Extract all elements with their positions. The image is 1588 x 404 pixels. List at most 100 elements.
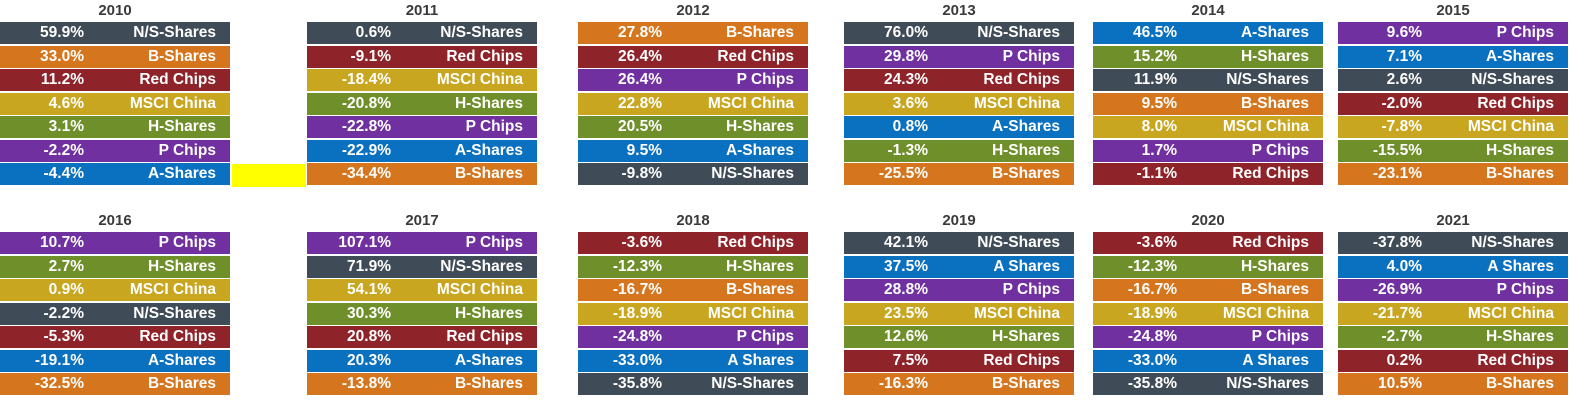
return-value: -35.8%	[1127, 375, 1177, 392]
return-value: 2.7%	[48, 257, 84, 275]
share-class-label: Red Chips	[983, 351, 1060, 369]
year-panel-2020: 2020 -3.6% Red Chips -12.3% H-Shares -16.7% B-…	[1093, 210, 1323, 397]
ranking-row: 30.3% H-Shares	[307, 302, 537, 325]
return-value: -16.7%	[1127, 281, 1177, 298]
panel-year-title: 2015	[1436, 2, 1470, 19]
return-value: -9.8%	[621, 165, 663, 182]
ranking-row: -37.8% N/S-Shares	[1338, 232, 1568, 254]
share-class-label: Red Chips	[139, 328, 216, 345]
return-value: -24.8%	[1127, 328, 1177, 345]
share-class-label: N/S-Shares	[440, 257, 523, 275]
return-value: 28.8%	[884, 281, 928, 298]
ranking-row: -22.8% P Chips	[307, 116, 537, 138]
return-value: -37.8%	[1372, 234, 1422, 251]
share-class-label: H-Shares	[1240, 47, 1309, 65]
ranking-row: 54.1% MSCI China	[307, 279, 537, 301]
share-class-label: MSCI China	[707, 94, 794, 112]
share-class-label: A-Shares	[1240, 24, 1309, 41]
return-value: 0.2%	[1386, 351, 1422, 369]
return-value: 10.7%	[40, 234, 84, 251]
share-class-label: A-Shares	[147, 165, 216, 182]
year-panel-2010: 2010 59.9% N/S-Shares 33.0% B-Shares 11.2% Red…	[0, 0, 230, 187]
ranking-row: -35.8% N/S-Shares	[578, 373, 808, 395]
ranking-row: 11.9% N/S-Shares	[1093, 69, 1323, 91]
share-class-label: P Chips	[736, 71, 794, 88]
ranking-row: 9.5% B-Shares	[1093, 92, 1323, 115]
return-value: 33.0%	[40, 47, 84, 65]
year-panel-2017: 2017 107.1% P Chips 71.9% N/S-Shares 54.1% MSC…	[307, 210, 537, 397]
ranking-row: -24.8% P Chips	[578, 326, 808, 348]
ranking-row: -7.8% MSCI China	[1338, 116, 1568, 138]
ranking-row: -9.8% N/S-Shares	[578, 163, 808, 185]
ranking-row: 7.5% Red Chips	[844, 349, 1074, 372]
share-class-label: H-Shares	[991, 328, 1060, 345]
ranking-row: -18.4% MSCI China	[307, 69, 537, 91]
return-value: -2.7%	[1381, 328, 1423, 345]
ranking-row: 76.0% N/S-Shares	[844, 22, 1074, 44]
return-value: 37.5%	[884, 257, 928, 275]
share-class-label: A Shares	[1242, 351, 1309, 369]
return-value: 26.4%	[618, 71, 662, 88]
panel-year-title: 2014	[1191, 2, 1225, 19]
return-value: -5.3%	[43, 328, 85, 345]
ranking-row: -16.7% B-Shares	[1093, 279, 1323, 301]
share-class-label: MSCI China	[129, 281, 216, 298]
share-class-label: A-Shares	[1485, 47, 1554, 65]
share-class-label: H-Shares	[147, 118, 216, 135]
ranking-row: 20.5% H-Shares	[578, 116, 808, 138]
ranking-row: 0.9% MSCI China	[0, 279, 230, 301]
share-class-label: H-Shares	[725, 257, 794, 275]
ranking-row: 4.0% A Shares	[1338, 255, 1568, 278]
ranking-row: 46.5% A-Shares	[1093, 22, 1323, 44]
return-value: -1.3%	[887, 141, 929, 159]
share-class-label: Red Chips	[1232, 234, 1309, 251]
ranking-row: 24.3% Red Chips	[844, 69, 1074, 91]
share-class-label: N/S-Shares	[1471, 234, 1554, 251]
share-class-label: Red Chips	[446, 47, 523, 65]
return-value: 0.6%	[355, 24, 391, 41]
return-value: -1.1%	[1136, 165, 1178, 182]
share-class-label: P Chips	[158, 234, 216, 251]
return-value: 20.8%	[347, 328, 391, 345]
ranking-row: 0.8% A-Shares	[844, 116, 1074, 138]
return-value: -18.9%	[1127, 304, 1177, 322]
return-value: -2.2%	[43, 141, 85, 159]
return-value: 24.3%	[884, 71, 928, 88]
ranking-row: 26.4% P Chips	[578, 69, 808, 91]
return-value: 12.6%	[884, 328, 928, 345]
share-class-label: A Shares	[1487, 257, 1554, 275]
ranking-row: 9.5% A-Shares	[578, 139, 808, 162]
ranking-row: 26.4% Red Chips	[578, 45, 808, 68]
ranking-row: 107.1% P Chips	[307, 232, 537, 254]
share-class-label: N/S-Shares	[440, 24, 523, 41]
return-value: 23.5%	[884, 304, 928, 322]
ranking-row: -3.6% Red Chips	[578, 232, 808, 254]
share-class-label: B-Shares	[991, 165, 1060, 182]
ranking-row: 3.6% MSCI China	[844, 92, 1074, 115]
ranking-row: -1.3% H-Shares	[844, 139, 1074, 162]
return-value: 20.3%	[347, 351, 391, 369]
ranking-row: 11.2% Red Chips	[0, 69, 230, 91]
share-class-label: B-Shares	[725, 24, 794, 41]
return-value: 8.0%	[1141, 118, 1177, 135]
share-class-label: P Chips	[465, 118, 523, 135]
share-class-label: B-Shares	[1485, 165, 1554, 182]
share-class-label: MSCI China	[973, 94, 1060, 112]
ranking-row: -12.3% H-Shares	[1093, 255, 1323, 278]
return-value: 4.6%	[48, 94, 84, 112]
ranking-row: 20.3% A-Shares	[307, 349, 537, 372]
share-class-label: N/S-Shares	[711, 375, 794, 392]
ranking-row: 0.6% N/S-Shares	[307, 22, 537, 44]
year-panel-2015: 2015 9.6% P Chips 7.1% A-Shares 2.6% N/S-Share…	[1338, 0, 1568, 187]
return-value: 15.2%	[1133, 47, 1177, 65]
ranking-row: -34.4% B-Shares	[307, 163, 537, 185]
ranking-row: -19.1% A-Shares	[0, 349, 230, 372]
return-value: -3.6%	[621, 234, 663, 251]
year-panel-2018: 2018 -3.6% Red Chips -12.3% H-Shares -16.7% B-…	[578, 210, 808, 397]
share-class-label: B-Shares	[991, 375, 1060, 392]
share-class-label: N/S-Shares	[133, 304, 216, 322]
year-panel-2012: 2012 27.8% B-Shares 26.4% Red Chips 26.4% P Ch…	[578, 0, 808, 187]
return-value: 76.0%	[884, 24, 928, 41]
ranking-row: -23.1% B-Shares	[1338, 163, 1568, 185]
return-value: 0.8%	[892, 118, 928, 135]
